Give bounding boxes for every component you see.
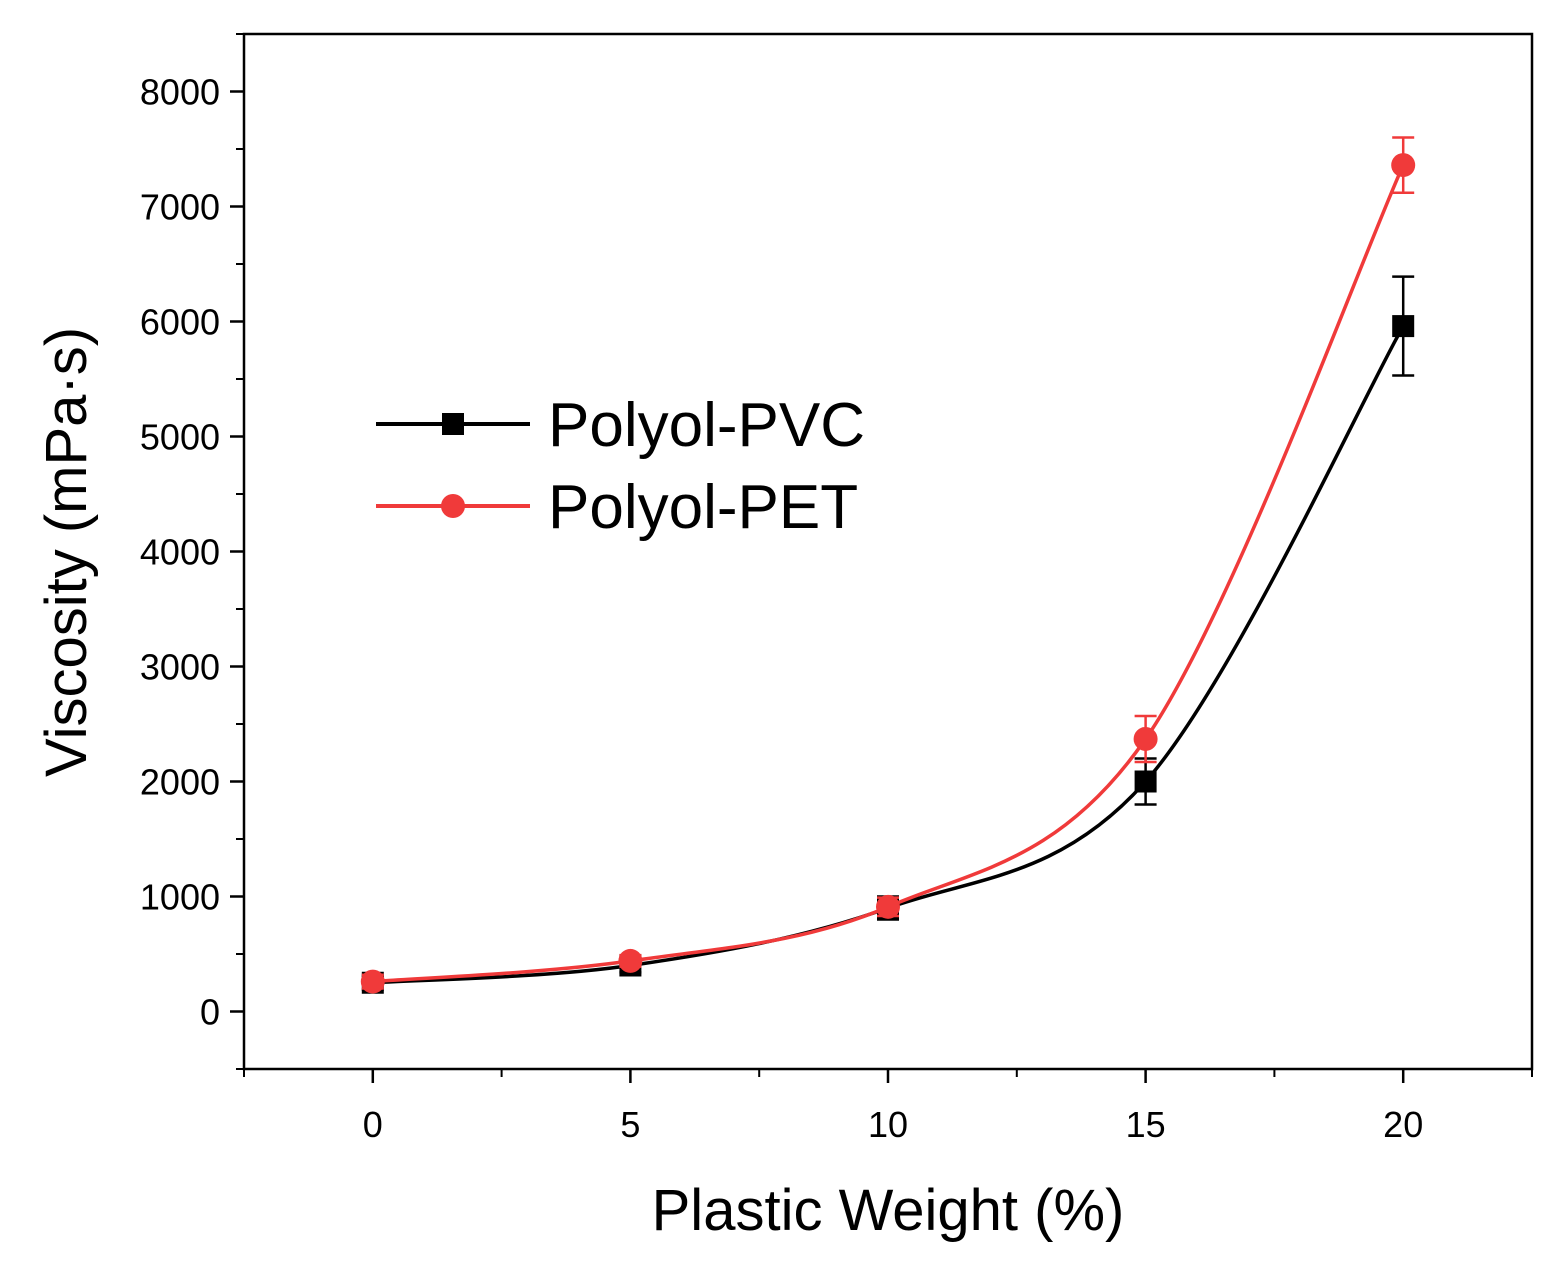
legend-item: Polyol-PET	[376, 473, 858, 542]
y-tick-label: 1000	[140, 877, 220, 918]
x-tick-label: 10	[868, 1104, 908, 1145]
series-polyol-pet	[360, 136, 1416, 994]
data-point	[360, 969, 385, 994]
series-line-polyol-pvc	[372, 325, 1405, 985]
y-tick-label: 8000	[140, 72, 220, 113]
axes: 0 5 10 15 20 0 1000 2000 3000 4000 5000 6000 7000 800…	[140, 33, 1533, 1145]
data-point	[1391, 153, 1416, 178]
data-point	[1134, 770, 1157, 793]
data-point	[876, 894, 900, 919]
x-tick-label: 15	[1126, 1104, 1166, 1145]
series-layer	[360, 136, 1416, 994]
legend-label: Polyol-PET	[548, 473, 858, 542]
legend-label: Polyol-PVC	[548, 391, 865, 460]
x-tick-label: 0	[363, 1104, 383, 1145]
y-tick-label: 7000	[140, 187, 220, 228]
data-point	[1133, 726, 1158, 751]
data-point	[1392, 315, 1415, 338]
y-tick-label: 5000	[140, 417, 220, 458]
y-tick-label: 0	[200, 992, 220, 1033]
legend-item: Polyol-PVC	[376, 391, 865, 460]
x-axis-title: Plastic Weight (%)	[652, 1178, 1125, 1243]
x-tick-label: 20	[1383, 1104, 1423, 1145]
data-point	[618, 948, 643, 973]
x-tick-label: 5	[620, 1104, 640, 1145]
y-axis-title: Viscosity (mPa·s)	[34, 327, 99, 777]
legend-marker	[441, 494, 465, 518]
y-tick-label: 3000	[140, 647, 220, 688]
y-tick-label: 4000	[140, 532, 220, 573]
legend-marker	[442, 413, 464, 435]
legend: Polyol-PVC Polyol-PET	[376, 391, 865, 542]
y-tick-label: 2000	[140, 762, 220, 803]
y-tick-label: 6000	[140, 302, 220, 343]
series-line-polyol-pet	[372, 164, 1405, 984]
series-polyol-pvc	[361, 275, 1415, 994]
